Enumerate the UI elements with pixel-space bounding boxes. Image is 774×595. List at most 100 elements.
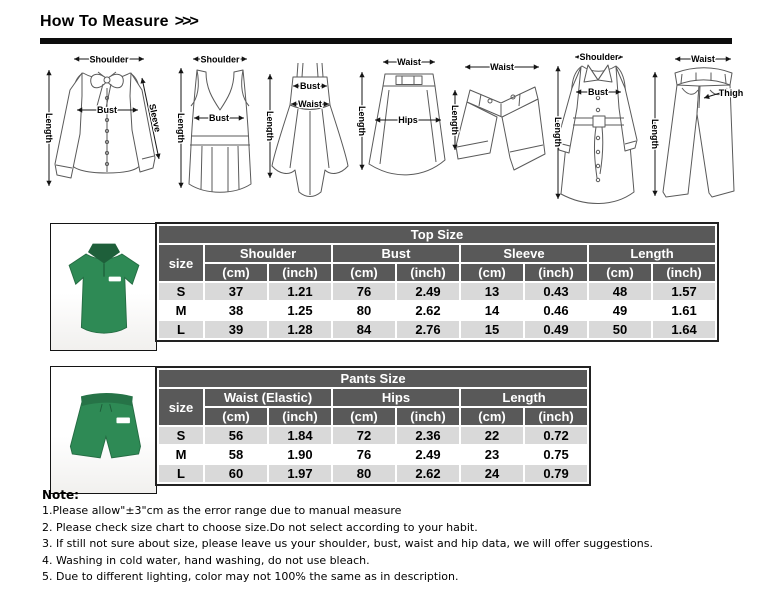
table-cell: 0.79 [525, 465, 588, 482]
table-cell: 2.49 [397, 283, 459, 300]
chevrons-icon: >>> [174, 13, 199, 30]
group-header-length: Length [461, 389, 588, 406]
page-title-text: How To Measure [40, 13, 169, 30]
group-header-waist: Waist (Elastic) [205, 389, 331, 406]
unit-inch: (inch) [525, 264, 587, 281]
unit-cm: (cm) [461, 264, 523, 281]
table-title: Pants Size [159, 370, 588, 387]
label-thigh: Thigh [719, 88, 744, 98]
label-waist: Waist [490, 62, 514, 72]
unit-cm: (cm) [333, 408, 395, 425]
note-line: 5. Due to different lighting, color may … [42, 570, 459, 583]
unit-header-row: (cm) (inch) (cm) (inch) (cm) (inch) (cm)… [159, 264, 716, 281]
table-cell: 15 [461, 321, 523, 338]
notes-section: Note: 1.Please allow"±3"cm as the error … [42, 488, 742, 587]
unit-cm: (cm) [589, 264, 651, 281]
group-header-row: size Shoulder Bust Sleeve Length [159, 245, 716, 281]
label-waist: Waist [298, 99, 322, 109]
table-row: M 58 1.90 76 2.49 23 0.75 [159, 446, 588, 463]
table-cell: 1.97 [269, 465, 331, 482]
top-size-table: Top Size size Shoulder Bust Sleeve Lengt… [155, 222, 720, 342]
label-bust: Bust [588, 87, 608, 97]
table-cell: 14 [461, 302, 523, 319]
table-cell: 37 [205, 283, 267, 300]
table-cell: 0.75 [525, 446, 588, 463]
unit-inch: (inch) [397, 264, 459, 281]
table-cell: 80 [333, 465, 395, 482]
table-cell: 22 [461, 427, 523, 444]
label-length: Length [553, 117, 563, 147]
table-title-row: Pants Size [159, 370, 588, 387]
note-line: 3. If still not sure about size, please … [42, 537, 653, 550]
polo-shirt-graphic [68, 243, 139, 334]
notes-heading: Note: [42, 488, 79, 502]
measurement-diagram-shorts: Waist Length [449, 61, 546, 171]
group-header-sleeve: Sleeve [461, 245, 587, 262]
table-row: L 39 1.28 84 2.76 15 0.49 50 1.64 [159, 321, 716, 338]
measurement-diagram-pants: Waist Length Thigh [649, 53, 745, 198]
label-length: Length [44, 113, 54, 143]
label-bust: Bust [97, 105, 117, 115]
table-cell: 56 [205, 427, 267, 444]
label-shoulder: Shoulder [89, 55, 128, 65]
label-length: Length [357, 106, 367, 136]
table-cell: 76 [333, 446, 395, 463]
label-waist: Waist [397, 57, 421, 67]
label-length: Length [176, 113, 186, 143]
table-row: S 37 1.21 76 2.49 13 0.43 48 1.57 [159, 283, 716, 300]
table-cell: 38 [205, 302, 267, 319]
measurement-diagram-coat: Shoulder Length Bust [552, 51, 638, 204]
measurement-diagram-blouse: Shoulder Length Bust Sleeve [43, 53, 164, 186]
table-cell: 2.49 [397, 446, 459, 463]
note-line: 2. Please check size chart to choose siz… [42, 520, 478, 534]
table-cell: 84 [333, 321, 395, 338]
table-row: L 60 1.97 80 2.62 24 0.79 [159, 465, 588, 482]
unit-inch: (inch) [525, 408, 588, 425]
unit-cm: (cm) [205, 408, 267, 425]
label-hips: Hips [398, 115, 418, 125]
table-cell: 2.36 [397, 427, 459, 444]
label-waist: Waist [691, 54, 715, 64]
group-header-length: Length [589, 245, 716, 262]
label-length: Length [266, 111, 275, 141]
table-title-row: Top Size [159, 226, 716, 243]
table-cell: 76 [333, 283, 395, 300]
size-column-header: size [159, 245, 203, 281]
label-length: Length [450, 105, 460, 135]
label-length: Length [650, 119, 660, 149]
table-cell: 2.76 [397, 321, 459, 338]
table-cell: 49 [589, 302, 651, 319]
unit-inch: (inch) [653, 264, 716, 281]
page-title: How To Measure >>> [40, 13, 199, 31]
table-cell: 1.28 [269, 321, 331, 338]
table-title: Top Size [159, 226, 716, 243]
label-bust: Bust [300, 81, 320, 91]
group-header-row: size Waist (Elastic) Hips Length [159, 389, 588, 425]
table-cell: 80 [333, 302, 395, 319]
table-cell: 48 [589, 283, 651, 300]
table-cell: 1.61 [653, 302, 716, 319]
table-cell: 24 [461, 465, 523, 482]
label-shoulder: Shoulder [579, 52, 618, 62]
table-cell: 1.90 [269, 446, 331, 463]
table-cell: 72 [333, 427, 395, 444]
label-bust: Bust [209, 113, 229, 123]
table-row: S 56 1.84 72 2.36 22 0.72 [159, 427, 588, 444]
table-cell: 0.72 [525, 427, 588, 444]
table-cell: 0.43 [525, 283, 587, 300]
table-cell: 23 [461, 446, 523, 463]
unit-inch: (inch) [397, 408, 459, 425]
group-header-shoulder: Shoulder [205, 245, 331, 262]
shorts-graphic [69, 393, 141, 459]
size-cell: L [159, 321, 203, 338]
green-polo-image [50, 223, 157, 351]
table-cell: 1.57 [653, 283, 716, 300]
measurement-diagrams: Shoulder Length Bust Sleeve Shoulder Len… [40, 46, 752, 216]
size-cell: S [159, 283, 203, 300]
size-cell: L [159, 465, 203, 482]
group-header-hips: Hips [333, 389, 459, 406]
green-shorts-image [50, 366, 157, 494]
table-cell: 0.49 [525, 321, 587, 338]
table-cell: 60 [205, 465, 267, 482]
